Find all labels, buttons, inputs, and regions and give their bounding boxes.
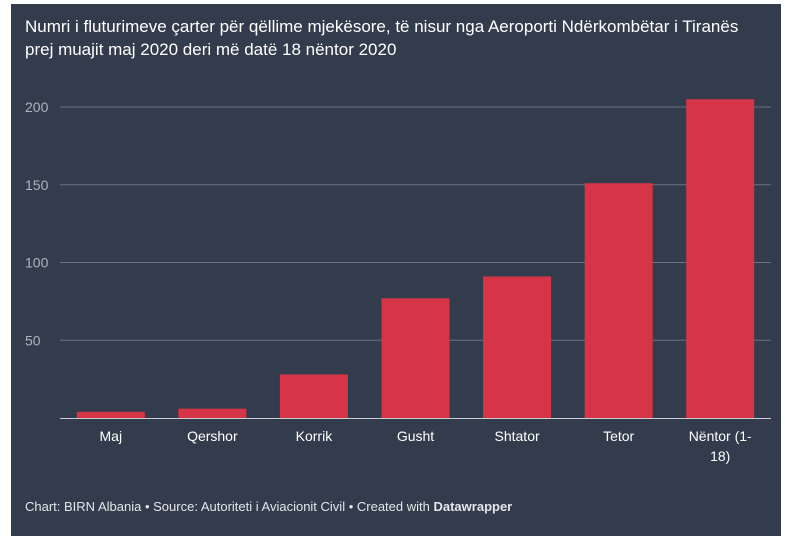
chart-card: Numri i fluturimeve çarter për qëllime m… [11, 4, 781, 536]
x-category-label: Shtator [495, 428, 540, 444]
y-tick-label: 150 [25, 177, 49, 193]
datawrapper-link[interactable]: Datawrapper [433, 499, 513, 514]
bar[interactable] [686, 99, 755, 418]
x-category-label: Nëntor (1-18) [689, 428, 752, 464]
bar[interactable] [76, 411, 145, 418]
chart-credit: Chart: BIRN Albania [25, 499, 142, 514]
x-category-label: Maj [100, 428, 123, 444]
bar[interactable] [483, 276, 552, 418]
bar[interactable] [584, 183, 653, 418]
created-with-text: Created with [356, 499, 430, 514]
bar-chart: 50 100 150 200 Maj Qershor Korrik Gusht Shtator T… [25, 99, 771, 464]
bar[interactable] [178, 408, 247, 418]
y-tick-label: 50 [25, 332, 41, 348]
footer-separator: • [345, 499, 357, 514]
chart-footer: Chart: BIRN Albania • Source: Autoriteti… [25, 499, 512, 514]
x-category-label: Korrik [296, 428, 334, 444]
bar[interactable] [279, 374, 348, 418]
y-tick-label: 100 [25, 255, 49, 271]
source-note: Source: Autoriteti i Aviacionit Civil [153, 499, 346, 514]
x-category-label: Gusht [397, 428, 434, 444]
x-category-label: Qershor [187, 428, 238, 444]
y-tick-label: 200 [25, 99, 49, 115]
chart-title: Numri i fluturimeve çarter për qëllime m… [25, 17, 739, 59]
x-category-label: Tetor [603, 428, 634, 444]
footer-separator: • [141, 499, 154, 514]
bar[interactable] [381, 298, 450, 418]
